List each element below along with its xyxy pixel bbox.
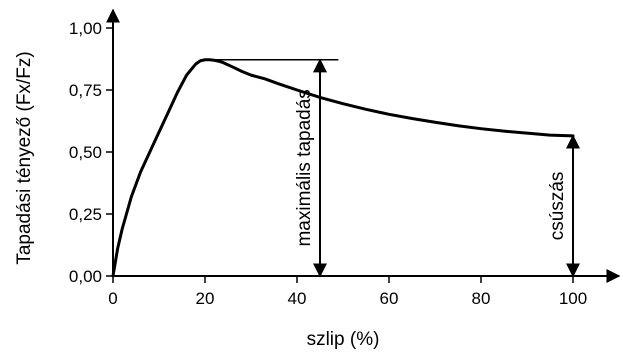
y-tick-label: 1,00 — [69, 19, 102, 38]
y-axis-label: Tapadási tényező (Fx/Fz) — [14, 51, 35, 264]
x-tick-label: 80 — [472, 289, 491, 308]
x-axis-label: szlip (%) — [307, 329, 380, 350]
x-tick-label: 40 — [288, 289, 307, 308]
x-tick-label: 0 — [108, 289, 117, 308]
series-line — [111, 58, 575, 278]
annotations — [205, 58, 580, 278]
x-ticks: 0 20 40 60 80 100 — [108, 276, 587, 308]
y-ticks: 0,00 0,25 0,50 0,75 1,00 — [69, 19, 113, 286]
max-adhesion-label: maximális tapadás — [294, 89, 315, 246]
y-tick-label: 0,00 — [69, 267, 102, 286]
y-tick-label: 0,50 — [69, 143, 102, 162]
axes — [106, 8, 621, 283]
y-tick-label: 0,25 — [69, 205, 102, 224]
y-tick-label: 0,75 — [69, 81, 102, 100]
x-tick-label: 60 — [380, 289, 399, 308]
x-tick-label: 100 — [559, 289, 587, 308]
sliding-label: csúszás — [547, 172, 568, 241]
x-tick-label: 20 — [196, 289, 215, 308]
